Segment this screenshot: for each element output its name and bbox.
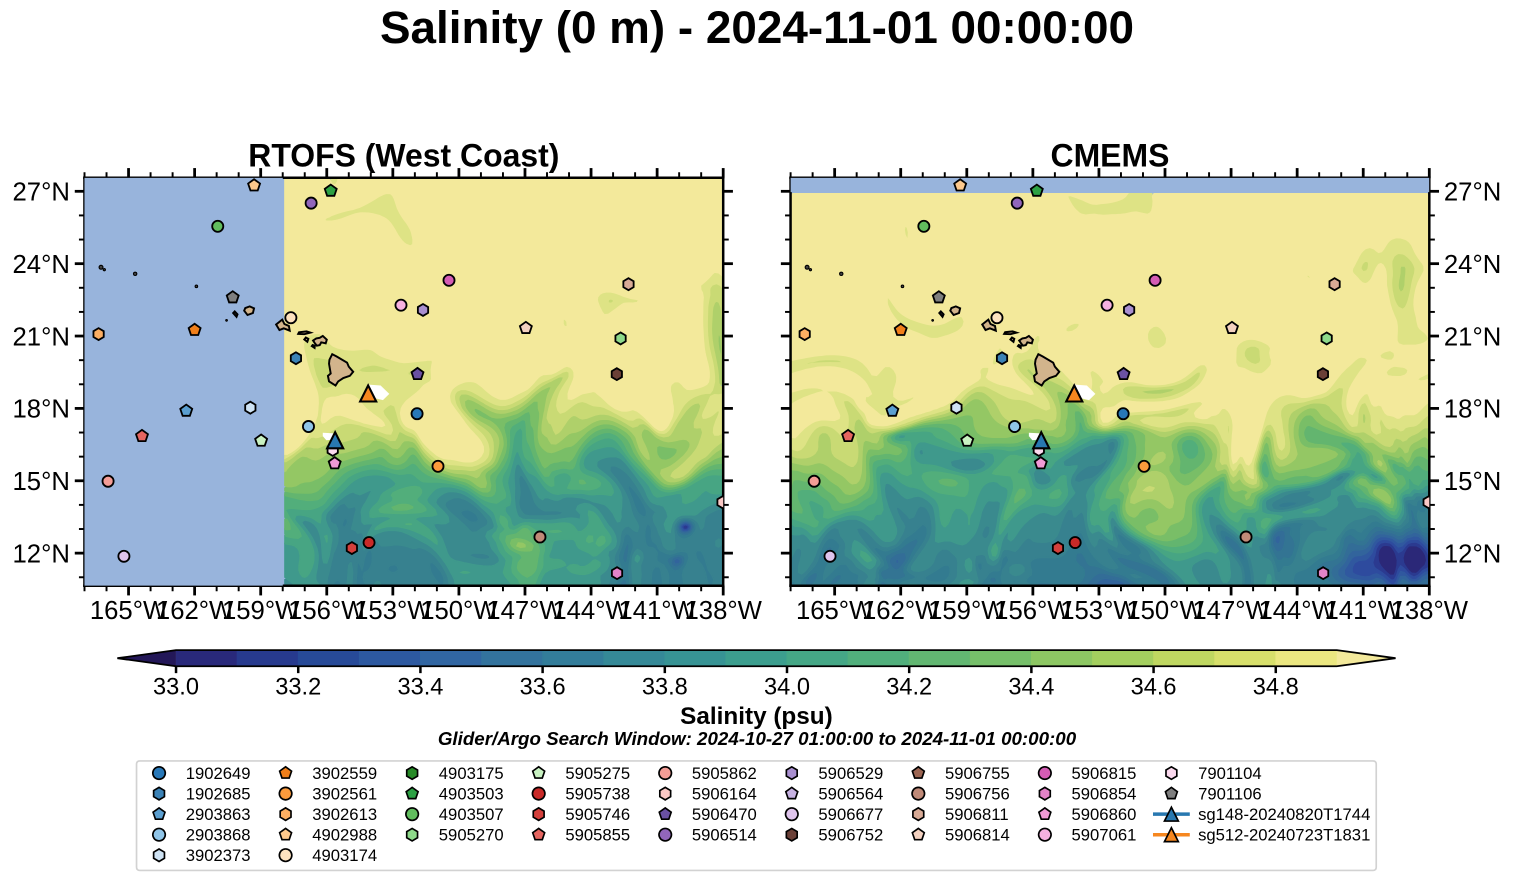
svg-text:144°W: 144°W: [552, 597, 630, 625]
svg-text:24°N: 24°N: [1444, 251, 1501, 279]
svg-text:5906815: 5906815: [1072, 764, 1137, 783]
svg-text:153°W: 153°W: [354, 597, 432, 625]
svg-text:5905738: 5905738: [565, 784, 630, 803]
svg-text:5906860: 5906860: [1072, 805, 1137, 824]
svg-text:147°W: 147°W: [1192, 597, 1270, 625]
svg-text:12°N: 12°N: [1444, 540, 1501, 568]
svg-text:1902649: 1902649: [186, 764, 251, 783]
svg-text:2903868: 2903868: [186, 826, 251, 845]
svg-text:CMEMS: CMEMS: [1051, 138, 1170, 174]
svg-text:7901104: 7901104: [1198, 764, 1262, 783]
svg-text:5905275: 5905275: [565, 764, 630, 783]
svg-text:33.0: 33.0: [153, 674, 199, 700]
svg-text:sg148-20240820T1744: sg148-20240820T1744: [1198, 805, 1370, 824]
svg-text:sg512-20240723T1831: sg512-20240723T1831: [1198, 826, 1370, 845]
svg-text:RTOFS (West Coast): RTOFS (West Coast): [248, 138, 559, 174]
svg-text:5906529: 5906529: [818, 764, 883, 783]
svg-text:3902373: 3902373: [186, 846, 251, 865]
svg-text:7901106: 7901106: [1198, 784, 1262, 803]
svg-text:33.8: 33.8: [642, 674, 688, 700]
svg-text:5906752: 5906752: [818, 826, 883, 845]
svg-text:144°W: 144°W: [1258, 597, 1336, 625]
svg-text:15°N: 15°N: [1444, 468, 1501, 496]
svg-text:5907061: 5907061: [1072, 826, 1137, 845]
svg-text:1902685: 1902685: [186, 784, 251, 803]
svg-text:5906470: 5906470: [692, 805, 757, 824]
svg-text:2903863: 2903863: [186, 805, 251, 824]
svg-text:18°N: 18°N: [1444, 396, 1501, 424]
svg-text:34.4: 34.4: [1008, 674, 1054, 700]
svg-text:5906514: 5906514: [692, 826, 757, 845]
svg-text:5905746: 5905746: [565, 805, 630, 824]
svg-text:5906811: 5906811: [945, 805, 1009, 824]
svg-text:33.4: 33.4: [397, 674, 443, 700]
svg-text:141°W: 141°W: [1325, 597, 1403, 625]
svg-text:27°N: 27°N: [13, 179, 70, 207]
svg-text:18°N: 18°N: [13, 396, 70, 424]
svg-text:147°W: 147°W: [486, 597, 564, 625]
svg-text:159°W: 159°W: [928, 597, 1006, 625]
svg-text:4903507: 4903507: [439, 805, 504, 824]
svg-text:5906755: 5906755: [945, 764, 1010, 783]
svg-text:159°W: 159°W: [222, 597, 300, 625]
svg-text:5906564: 5906564: [818, 784, 883, 803]
svg-text:Glider/Argo Search Window: 202: Glider/Argo Search Window: 2024-10-27 01…: [438, 728, 1077, 749]
svg-text:156°W: 156°W: [288, 597, 366, 625]
svg-text:138°W: 138°W: [685, 597, 763, 625]
svg-text:3902559: 3902559: [312, 764, 377, 783]
svg-text:33.6: 33.6: [520, 674, 566, 700]
svg-text:5906854: 5906854: [1072, 784, 1137, 803]
svg-text:150°W: 150°W: [1126, 597, 1204, 625]
svg-text:34.0: 34.0: [764, 674, 810, 700]
svg-text:24°N: 24°N: [13, 251, 70, 279]
svg-text:4903503: 4903503: [439, 784, 504, 803]
svg-text:34.2: 34.2: [886, 674, 932, 700]
svg-text:165°W: 165°W: [90, 597, 168, 625]
svg-text:150°W: 150°W: [420, 597, 498, 625]
svg-text:5905270: 5905270: [439, 826, 504, 845]
svg-text:141°W: 141°W: [618, 597, 696, 625]
svg-text:4903174: 4903174: [312, 846, 377, 865]
svg-text:4902988: 4902988: [312, 826, 377, 845]
svg-text:15°N: 15°N: [13, 468, 70, 496]
svg-text:5905862: 5905862: [692, 764, 757, 783]
svg-text:34.8: 34.8: [1253, 674, 1299, 700]
svg-text:21°N: 21°N: [1444, 323, 1501, 351]
svg-text:138°W: 138°W: [1391, 597, 1469, 625]
svg-text:Salinity (psu): Salinity (psu): [680, 703, 833, 730]
svg-text:21°N: 21°N: [13, 323, 70, 351]
svg-text:156°W: 156°W: [994, 597, 1072, 625]
svg-text:162°W: 162°W: [862, 597, 940, 625]
svg-text:4903175: 4903175: [439, 764, 504, 783]
svg-text:5906814: 5906814: [945, 826, 1010, 845]
svg-text:5905855: 5905855: [565, 826, 630, 845]
svg-text:27°N: 27°N: [1444, 179, 1501, 207]
svg-text:153°W: 153°W: [1060, 597, 1138, 625]
svg-text:Salinity (0 m) - 2024-11-01 00: Salinity (0 m) - 2024-11-01 00:00:00: [380, 2, 1134, 53]
svg-text:5906164: 5906164: [692, 784, 757, 803]
svg-text:12°N: 12°N: [13, 540, 70, 568]
svg-text:33.2: 33.2: [275, 674, 321, 700]
svg-text:165°W: 165°W: [796, 597, 874, 625]
svg-text:3902561: 3902561: [312, 784, 377, 803]
svg-text:3902613: 3902613: [312, 805, 377, 824]
svg-text:162°W: 162°W: [156, 597, 234, 625]
svg-text:5906756: 5906756: [945, 784, 1010, 803]
svg-text:5906677: 5906677: [818, 805, 883, 824]
svg-text:34.6: 34.6: [1131, 674, 1177, 700]
